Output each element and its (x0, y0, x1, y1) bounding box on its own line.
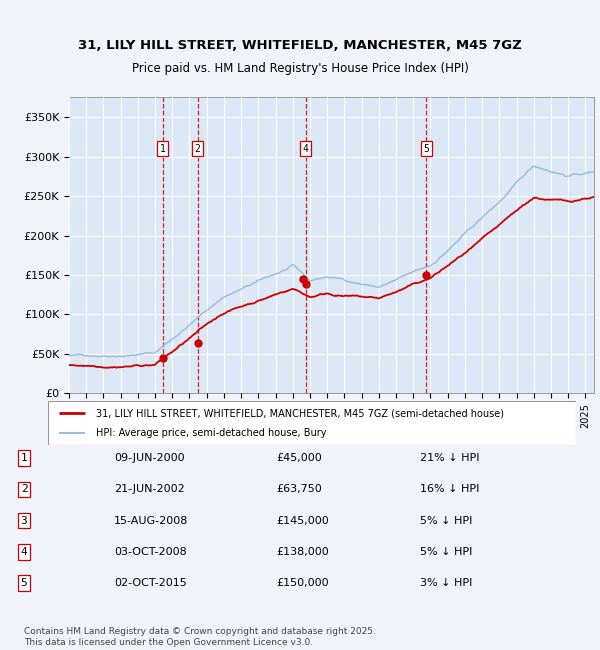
Bar (304, 98, 305, 393)
Text: 09-JUN-2000: 09-JUN-2000 (114, 453, 185, 463)
Text: 4: 4 (20, 547, 28, 557)
Text: 16% ↓ HPI: 16% ↓ HPI (420, 484, 479, 495)
Text: 02-OCT-2015: 02-OCT-2015 (114, 578, 187, 588)
Text: 03-OCT-2008: 03-OCT-2008 (114, 547, 187, 557)
Text: £63,750: £63,750 (276, 484, 322, 495)
Text: 3: 3 (20, 515, 28, 526)
Bar (163, 98, 197, 393)
Text: 15-AUG-2008: 15-AUG-2008 (114, 515, 188, 526)
Text: This data is licensed under the Open Government Licence v3.0.: This data is licensed under the Open Gov… (24, 638, 313, 647)
Text: 5% ↓ HPI: 5% ↓ HPI (420, 515, 472, 526)
Text: Contains HM Land Registry data © Crown copyright and database right 2025.: Contains HM Land Registry data © Crown c… (24, 627, 376, 636)
Text: Price paid vs. HM Land Registry's House Price Index (HPI): Price paid vs. HM Land Registry's House … (131, 62, 469, 75)
Text: 31, LILY HILL STREET, WHITEFIELD, MANCHESTER, M45 7GZ (semi-detached house): 31, LILY HILL STREET, WHITEFIELD, MANCHE… (95, 408, 503, 419)
Text: HPI: Average price, semi-detached house, Bury: HPI: Average price, semi-detached house,… (95, 428, 326, 438)
Text: 4: 4 (303, 144, 308, 154)
Text: 5% ↓ HPI: 5% ↓ HPI (420, 547, 472, 557)
Text: 2: 2 (194, 144, 200, 154)
Text: £138,000: £138,000 (276, 547, 329, 557)
Text: 1: 1 (20, 453, 28, 463)
Text: £45,000: £45,000 (276, 453, 322, 463)
Text: 21-JUN-2002: 21-JUN-2002 (114, 484, 185, 495)
Text: 2: 2 (20, 484, 28, 495)
Text: 5: 5 (20, 578, 28, 588)
Text: £150,000: £150,000 (276, 578, 329, 588)
Text: 31, LILY HILL STREET, WHITEFIELD, MANCHESTER, M45 7GZ: 31, LILY HILL STREET, WHITEFIELD, MANCHE… (78, 39, 522, 52)
Text: 21% ↓ HPI: 21% ↓ HPI (420, 453, 479, 463)
Text: 3% ↓ HPI: 3% ↓ HPI (420, 578, 472, 588)
Text: 5: 5 (423, 144, 429, 154)
Text: £145,000: £145,000 (276, 515, 329, 526)
Text: 1: 1 (160, 144, 166, 154)
